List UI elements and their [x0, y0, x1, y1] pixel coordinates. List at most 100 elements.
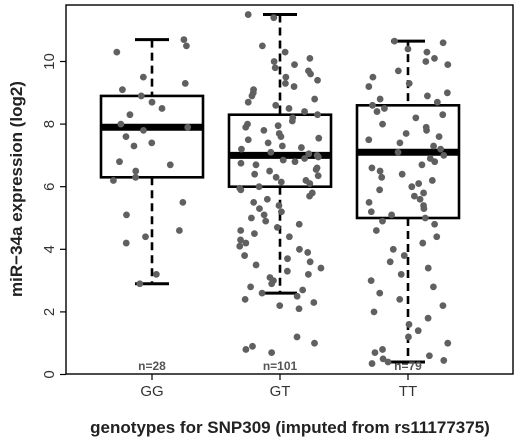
data-point	[415, 180, 423, 187]
data-point	[311, 339, 318, 347]
data-point	[264, 139, 272, 147]
data-point	[388, 211, 396, 219]
data-point	[430, 142, 437, 150]
data-point	[379, 120, 386, 128]
data-point	[277, 133, 285, 141]
data-point	[126, 111, 134, 119]
data-point	[410, 192, 418, 200]
data-point	[389, 245, 397, 253]
x-axis: GG GT TT	[140, 374, 417, 400]
data-point	[270, 14, 278, 22]
data-point	[314, 76, 321, 84]
data-point	[241, 295, 249, 303]
data-point	[304, 249, 312, 256]
data-point	[423, 48, 431, 56]
data-point	[140, 126, 147, 134]
data-point	[376, 167, 384, 175]
data-point	[419, 239, 427, 247]
x-tick-label: GT	[270, 383, 291, 400]
data-point	[285, 233, 293, 241]
data-point	[433, 233, 441, 241]
data-point	[275, 202, 283, 209]
data-point	[122, 239, 130, 247]
data-point	[274, 122, 282, 130]
data-point	[418, 161, 426, 169]
data-point	[444, 339, 452, 347]
data-point	[184, 123, 192, 131]
data-point	[368, 164, 376, 172]
data-point	[373, 108, 381, 115]
box-groups: n=28 n=101 n=79	[99, 11, 461, 373]
y-axis: 0 2 4 6 8 10	[41, 53, 66, 379]
data-point	[255, 183, 263, 191]
iqr-box	[355, 104, 461, 220]
data-point	[310, 299, 318, 306]
data-point	[122, 133, 130, 141]
data-point	[416, 195, 424, 203]
data-point	[299, 286, 307, 294]
data-point	[252, 261, 260, 269]
data-point	[420, 205, 428, 213]
data-point	[394, 67, 402, 75]
data-point	[315, 134, 323, 142]
data-point	[376, 95, 384, 103]
data-point	[398, 170, 406, 178]
data-point	[314, 153, 322, 161]
data-point	[431, 158, 439, 166]
data-point	[440, 357, 448, 364]
data-point	[291, 61, 298, 69]
data-point	[376, 186, 384, 194]
x-tick-label: GG	[140, 383, 163, 400]
data-point	[258, 289, 266, 297]
data-point	[152, 270, 160, 278]
data-point	[397, 270, 405, 278]
data-point	[273, 223, 281, 231]
data-point	[379, 217, 386, 225]
data-point	[394, 148, 402, 156]
data-point	[425, 352, 433, 360]
data-point	[295, 220, 303, 228]
data-point	[247, 214, 255, 222]
data-point	[236, 242, 244, 250]
data-point	[297, 144, 305, 151]
data-point	[439, 111, 447, 119]
data-point	[314, 172, 322, 180]
data-point	[237, 227, 245, 234]
y-tick-label: 4	[41, 245, 58, 253]
data-point	[242, 346, 250, 353]
data-point	[386, 258, 394, 266]
data-point	[396, 139, 404, 147]
data-point	[301, 155, 308, 162]
iqr-box	[99, 94, 205, 179]
data-point	[117, 120, 125, 128]
data-point	[263, 195, 271, 203]
data-point	[244, 11, 252, 18]
data-point	[262, 217, 270, 225]
data-point	[244, 98, 252, 106]
data-point	[268, 349, 276, 356]
data-point	[369, 101, 376, 109]
data-point	[268, 280, 276, 288]
data-point	[371, 349, 379, 356]
data-point	[179, 198, 187, 206]
data-point	[251, 230, 258, 238]
data-point	[420, 189, 427, 197]
data-point	[238, 145, 245, 153]
data-point	[317, 264, 325, 272]
data-point	[367, 277, 375, 284]
data-point	[251, 170, 259, 178]
data-point	[431, 220, 439, 228]
data-point	[306, 54, 314, 62]
data-point	[424, 314, 432, 322]
data-point	[260, 211, 268, 219]
data-point	[282, 73, 290, 81]
count-label: n=28	[138, 359, 166, 373]
data-point	[443, 89, 451, 97]
data-point	[250, 198, 258, 206]
data-point	[148, 98, 156, 106]
data-point	[414, 327, 422, 335]
data-point	[384, 358, 392, 366]
data-point	[405, 321, 413, 328]
data-point	[421, 214, 429, 222]
data-point	[365, 198, 373, 206]
